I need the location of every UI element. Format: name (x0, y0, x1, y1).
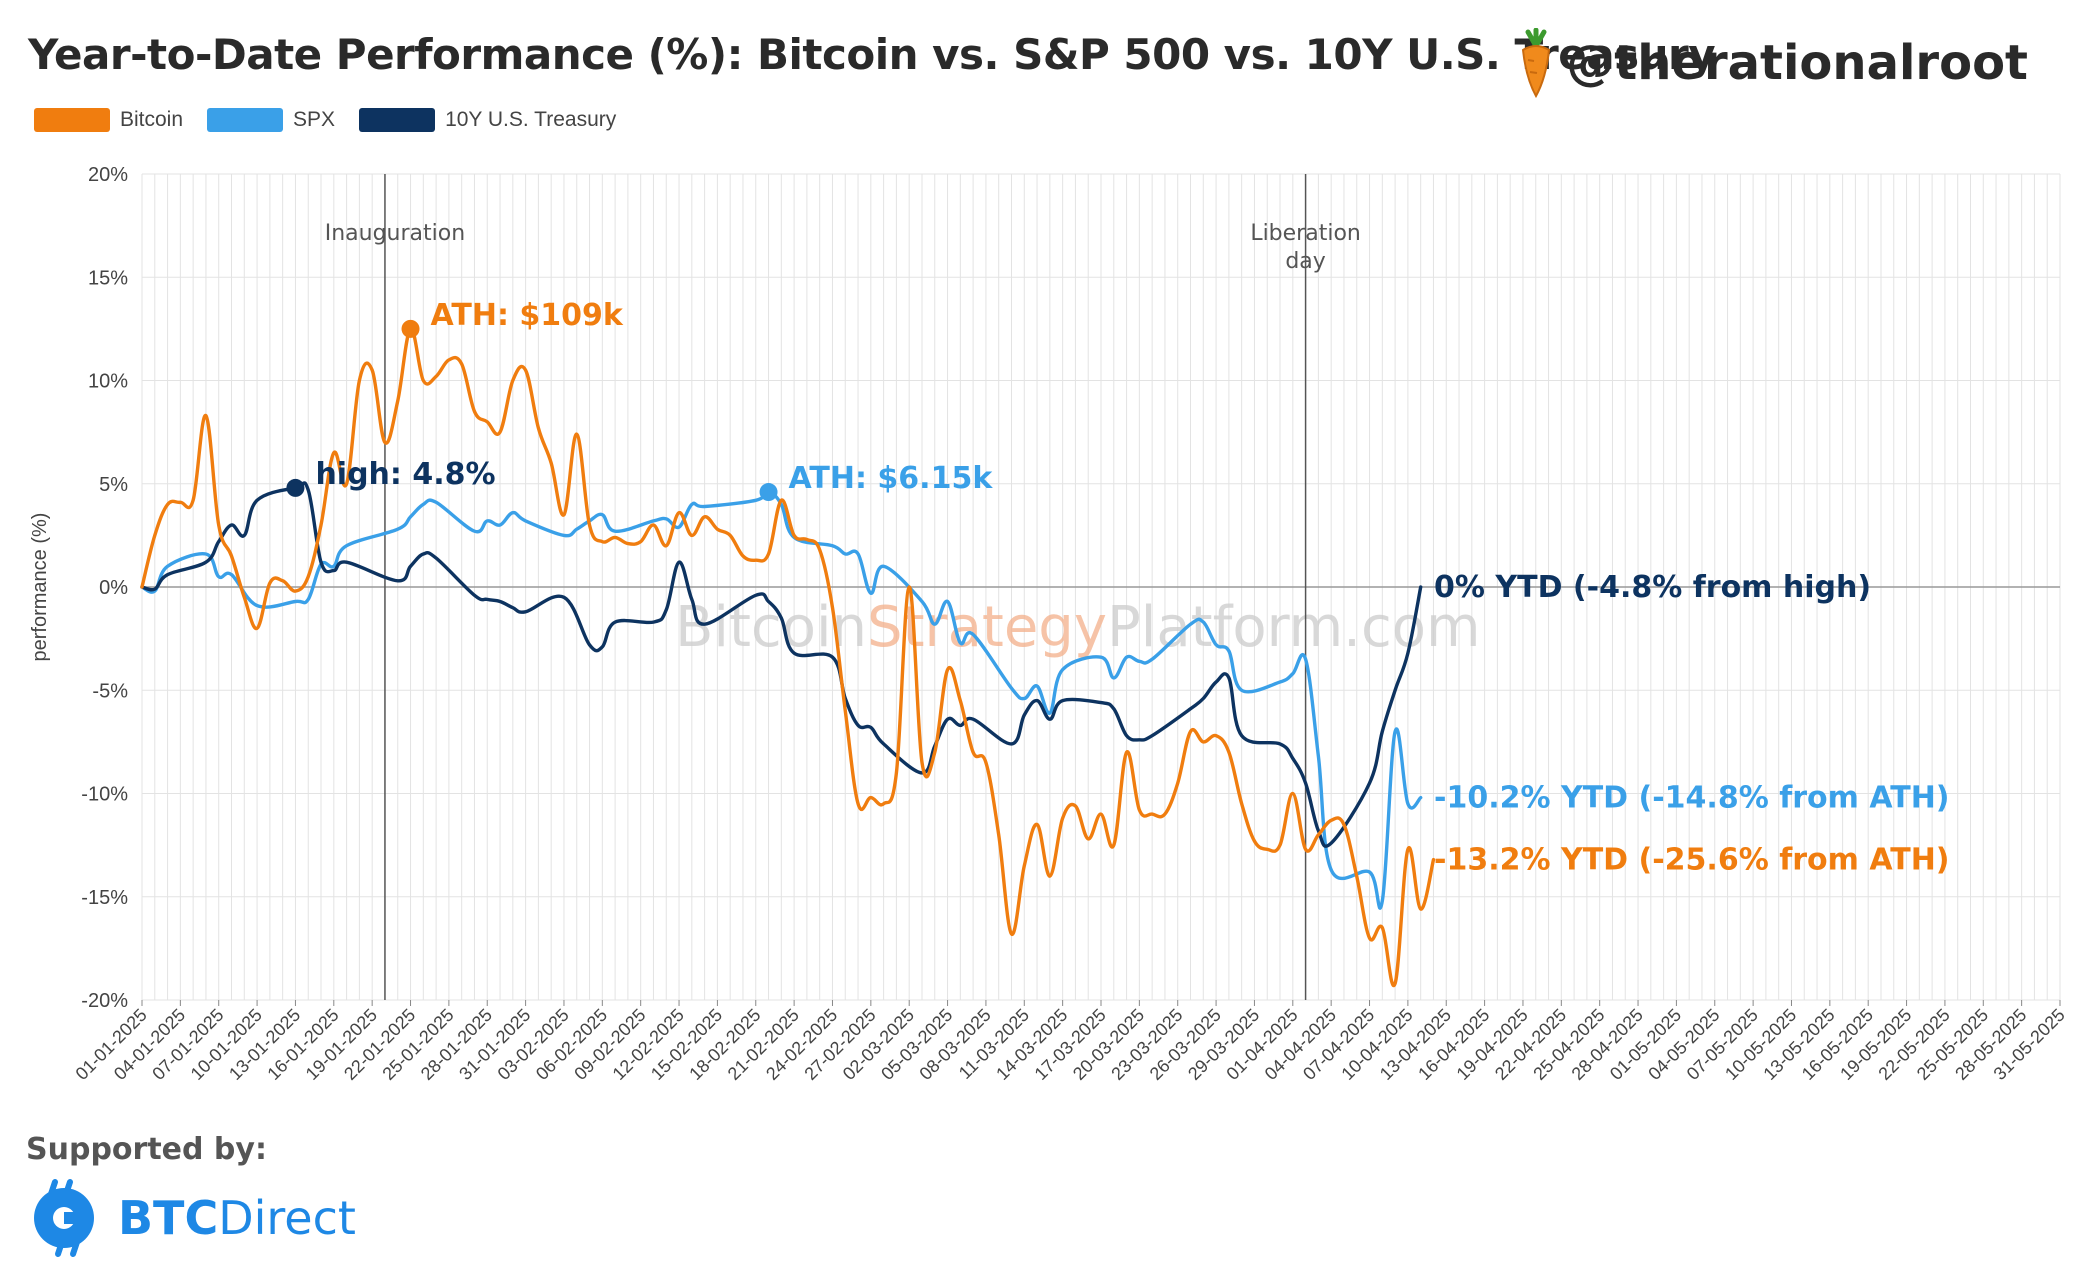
legend-swatch-bitcoin (34, 108, 110, 132)
y-tick-label: 0% (99, 577, 128, 599)
chart-legend: Bitcoin SPX 10Y U.S. Treasury (34, 108, 626, 132)
sponsor-logo[interactable]: BTCDirect (30, 1178, 356, 1258)
legend-item-treasury[interactable]: 10Y U.S. Treasury (359, 108, 616, 132)
y-tick-label: 10% (88, 371, 128, 393)
grid-layer (141, 173, 2061, 1001)
annotation-marker (286, 478, 305, 497)
legend-item-bitcoin[interactable]: Bitcoin (34, 108, 183, 132)
annotation-layer: ATH: $109k high: 4.8% ATH: $6.15k 0% YTD (-… (286, 298, 1950, 878)
series-line-10y-u-s-treasury (140, 481, 1423, 848)
y-tick-label: 20% (88, 164, 128, 186)
y-tick-label: -10% (81, 784, 128, 806)
watermark: BitcoinStrategyPlatform.com (675, 595, 1481, 660)
btcdirect-icon (34, 1179, 94, 1257)
series-line-bitcoin (140, 327, 1436, 988)
annotation-label: high: 4.8% (315, 457, 495, 492)
legend-swatch-spx (207, 108, 284, 132)
end-label: 0% YTD (-4.8% from high) (1434, 570, 1871, 605)
carrot-icon (1522, 28, 1551, 98)
author-handle: @therationalroot (1566, 35, 2028, 91)
event-label: Inauguration (325, 221, 465, 246)
annotation-marker (759, 483, 778, 502)
performance-chart: BitcoinStrategyPlatform.com Inauguration… (29, 164, 2069, 1084)
y-axis-label: performance (%) (29, 513, 51, 662)
y-tick-label: 15% (88, 267, 128, 289)
sponsor-name: BTCDirect (118, 1191, 356, 1245)
legend-label-spx: SPX (293, 108, 336, 131)
legend-swatch-treasury (359, 108, 436, 132)
y-tick-label: -5% (92, 680, 128, 702)
series-layer (140, 327, 1436, 988)
event-label: day (1285, 249, 1325, 274)
legend-label-bitcoin: Bitcoin (120, 108, 184, 131)
event-layer: Inauguration Liberation day (325, 174, 1361, 1000)
chart-title: Year-to-Date Performance (%): Bitcoin vs… (28, 30, 1716, 79)
legend-label-treasury: 10Y U.S. Treasury (445, 108, 617, 131)
annotation-marker (401, 319, 420, 338)
series-line-spx (140, 490, 1423, 910)
end-label: -10.2% YTD (-14.8% from ATH) (1434, 781, 1950, 816)
y-tick-label: 5% (99, 474, 128, 496)
legend-item-spx[interactable]: SPX (207, 108, 335, 132)
watermark-text: BitcoinStrategyPlatform.com (675, 595, 1481, 660)
y-tick-label: -15% (81, 887, 128, 909)
annotation-label: ATH: $109k (431, 298, 624, 333)
event-label: Liberation (1250, 221, 1361, 246)
supported-by-label: Supported by: (26, 1132, 267, 1167)
annotation-label: ATH: $6.15k (789, 461, 994, 496)
end-label: -13.2% YTD (-25.6% from ATH) (1434, 843, 1950, 878)
y-tick-label: -20% (81, 990, 128, 1012)
brand: @therationalroot (1516, 28, 2028, 98)
